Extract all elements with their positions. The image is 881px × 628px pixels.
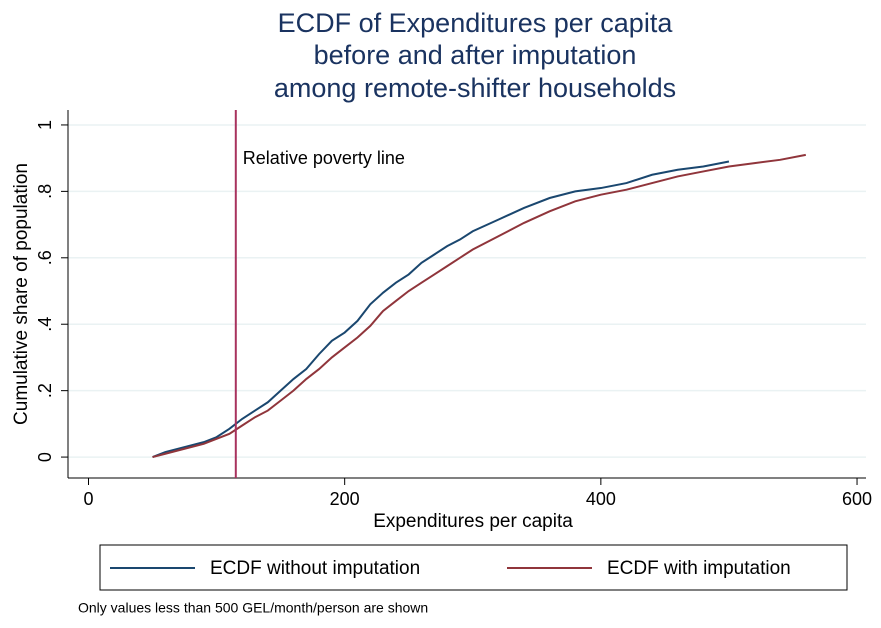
y-tick-label: .4	[35, 317, 55, 332]
legend-label: ECDF with imputation	[607, 558, 791, 579]
y-tick-label: .6	[35, 250, 55, 265]
x-tick-label: 600	[842, 489, 872, 509]
y-tick-label: 1	[35, 120, 55, 130]
legend-box	[99, 544, 848, 591]
x-tick-label: 400	[586, 489, 616, 509]
x-axis-label: Expenditures per capita	[373, 511, 573, 532]
x-tick-label: 0	[83, 489, 93, 509]
reference-label: Relative poverty line	[243, 148, 405, 168]
chart-title: among remote-shifter households	[274, 73, 676, 103]
y-tick-label: .8	[35, 184, 55, 199]
series-line	[152, 153, 806, 459]
y-tick-label: .2	[35, 383, 55, 398]
footnote: Only values less than 500 GEL/month/pers…	[78, 600, 428, 616]
y-axis-label: Cumulative share of population	[11, 163, 32, 425]
legend-label: ECDF without imputation	[210, 558, 420, 579]
chart-title: ECDF of Expenditures per capita	[278, 8, 674, 38]
chart-title: before and after imputation	[314, 40, 637, 70]
y-tick-label: 0	[35, 452, 55, 462]
series-line	[152, 160, 730, 459]
x-tick-label: 200	[330, 489, 360, 509]
